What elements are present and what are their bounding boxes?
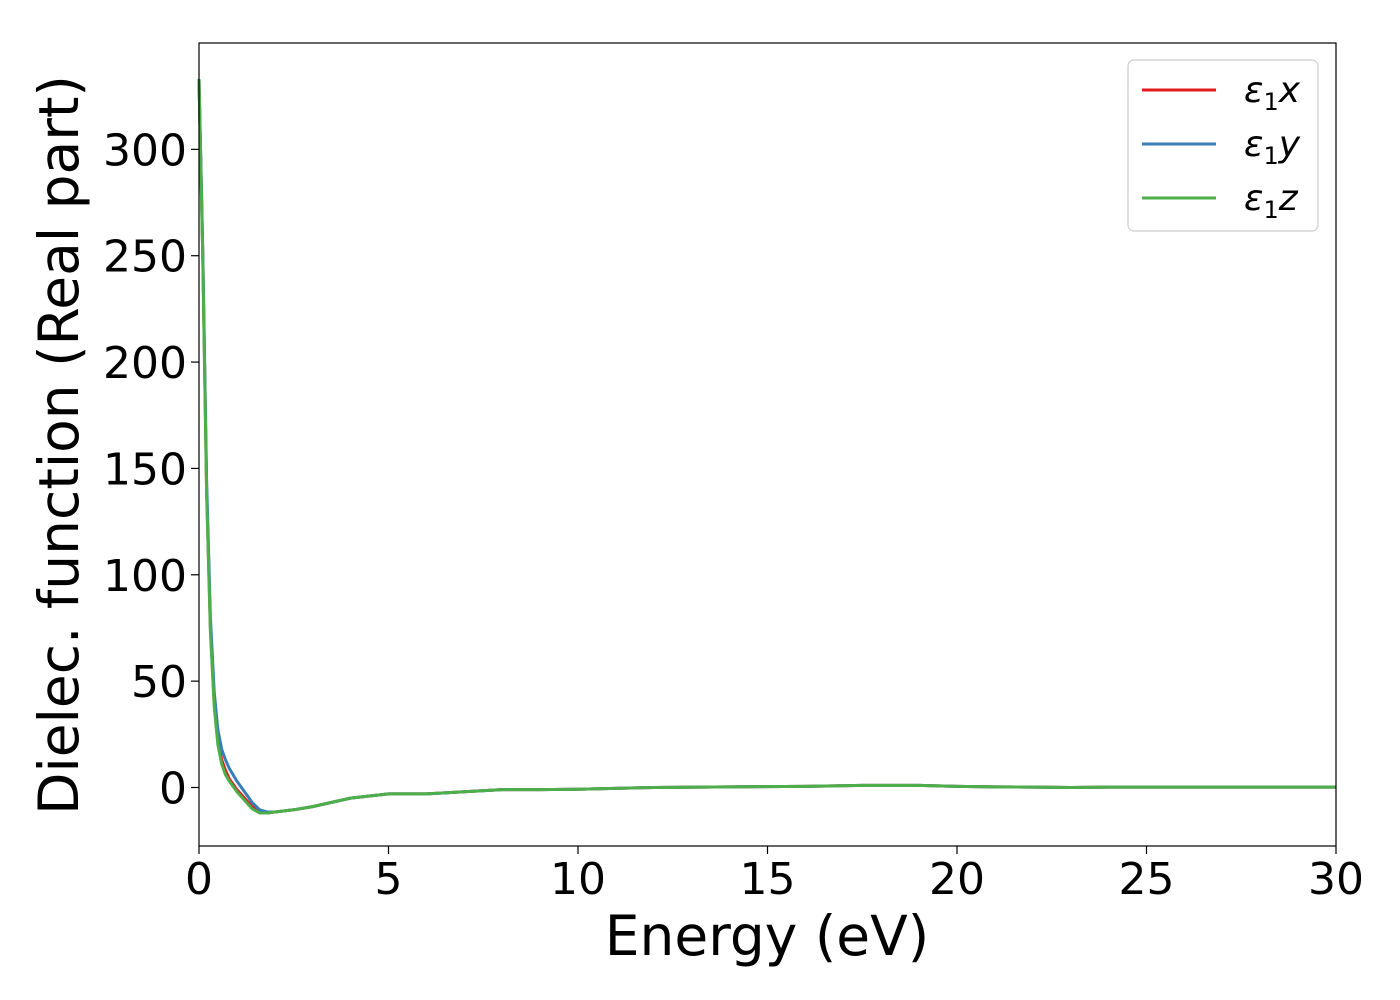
x-axis: 0 5 10 15 20 25 30 [185,846,1364,905]
x-axis-label: Energy (eV) [605,904,929,968]
x-tick-label: 25 [1119,854,1175,905]
y-tick-label: 300 [103,125,187,176]
y-tick-label: 100 [103,551,187,602]
y-tick-label: 250 [103,232,187,283]
y-tick-label: 50 [131,657,187,708]
x-tick-label: 20 [929,854,985,905]
legend-label-z: ε1z [1244,178,1299,224]
y-tick-label: 150 [103,444,187,495]
legend: ε1x ε1y ε1z [1127,59,1319,232]
y-axis: 0 50 100 150 200 250 300 [103,125,199,815]
x-tick-label: 5 [375,854,403,905]
legend-label-x: ε1x [1244,70,1301,116]
series-line-z [197,79,1336,815]
y-tick-label: 200 [103,338,187,389]
y-tick-label: 0 [159,764,187,815]
x-tick-label: 15 [740,854,796,905]
x-tick-label: 30 [1308,854,1364,905]
series-layer [197,79,1336,815]
legend-box [1127,59,1319,232]
y-axis-label: Dielec. function (Real part) [27,75,91,815]
x-tick-label: 10 [550,854,606,905]
x-tick-label: 0 [185,854,213,905]
legend-label-y: ε1y [1244,124,1301,170]
